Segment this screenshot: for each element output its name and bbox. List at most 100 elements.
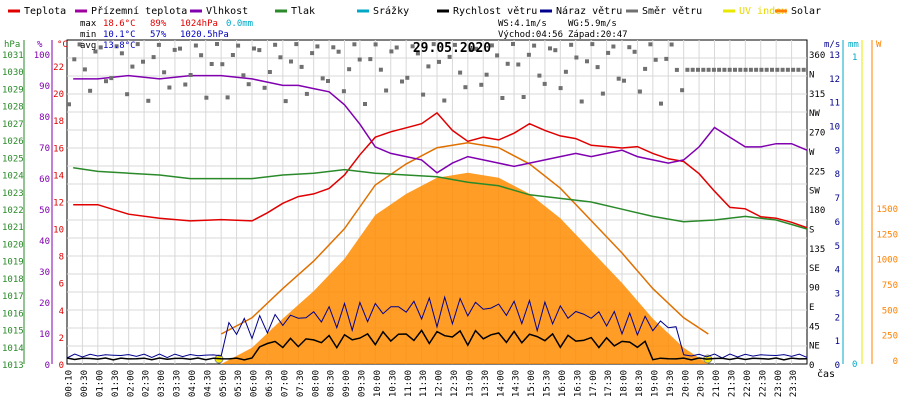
wind-direction-dot: [537, 73, 542, 78]
axis-tick-ms: 13: [829, 51, 840, 61]
wind-direction-dot: [643, 66, 648, 71]
wind-direction-dot: [93, 49, 98, 54]
axis-tick-time: 22:00: [743, 370, 753, 397]
axis-tick-pct: 50: [39, 206, 50, 216]
wind-direction-dot: [72, 57, 77, 62]
axis-tick-time: 04:00: [188, 370, 198, 397]
wind-direction-dot: [215, 42, 219, 46]
wind-direction-dot: [289, 59, 293, 64]
wind-direction-dot: [373, 42, 378, 47]
axis-tick-time: 21:30: [728, 370, 738, 397]
legend-label: Teplota: [24, 6, 66, 17]
stats-temp: 13.8°C: [103, 41, 136, 51]
axis-tick-time: 04:30: [203, 370, 213, 397]
wind-direction-dot: [548, 46, 552, 51]
wind-direction-dot: [135, 42, 140, 47]
wind-direction-dot: [669, 42, 674, 47]
axis-tick-hpa: 1022: [2, 206, 24, 216]
wind-direction-dot: [622, 78, 626, 83]
stats-label: min: [80, 30, 96, 40]
wind-direction-dot: [532, 43, 537, 48]
wind-direction-dot: [141, 59, 145, 64]
axis-tick-temp: 2: [59, 334, 64, 344]
wind-direction-dot: [463, 85, 468, 90]
stats-wind-speed: WS:4.1m/s: [498, 19, 547, 29]
axis-tick-hpa: 1024: [2, 172, 24, 182]
axis-tick-time: 19:30: [666, 370, 676, 397]
axis-tick-ms: 1: [835, 337, 840, 347]
axis-tick-direction: NW: [809, 109, 820, 119]
wind-direction-dot: [579, 99, 584, 104]
stats-temp: 18.6°C: [103, 19, 136, 29]
wind-direction-dot: [516, 62, 521, 67]
axis-tick-time: 02:00: [126, 370, 136, 397]
axis-tick-pct: 100: [34, 51, 50, 61]
axis-tick-hpa: 1026: [2, 137, 24, 147]
axis-tick-time: 00:30: [80, 370, 90, 397]
axis-tick-temp: 20: [53, 90, 64, 100]
wind-direction-dot: [500, 96, 505, 100]
wind-direction-dot: [304, 91, 309, 96]
axis-tick-time: 03:30: [173, 370, 183, 397]
axis-tick-mm: 1: [852, 53, 857, 63]
axis-tick-ms: 4: [835, 266, 840, 276]
wind-direction-dot: [706, 67, 711, 72]
axis-tick-ms: 8: [835, 170, 840, 180]
axis-tick-temp: 18: [53, 117, 64, 127]
wind-direction-dot: [521, 95, 526, 99]
wind-direction-dot: [188, 73, 193, 77]
legend: Teplota Přízemní teplota Vlhkost Tlak Srážky…: [8, 5, 821, 17]
stats-label: max: [80, 19, 97, 29]
wind-direction-dot: [82, 67, 87, 72]
axis-tick-time: 10:00: [373, 370, 383, 397]
wind-direction-dot: [109, 76, 114, 81]
axis-tick-pct: 20: [39, 299, 50, 309]
stats-label: avg: [80, 41, 96, 51]
wind-direction-dot: [526, 52, 531, 57]
grid: [67, 40, 807, 364]
axis-tick-direction: 0: [809, 361, 814, 371]
wind-direction-dot: [405, 75, 410, 80]
wind-direction-dot: [632, 49, 637, 54]
axis-tick-ms: 7: [835, 194, 840, 204]
wind-direction-dot: [796, 67, 801, 72]
wind-direction-dot: [452, 42, 457, 47]
axis-tick-time: 18:00: [620, 370, 630, 397]
stats-pressure: 1020.5hPa: [180, 30, 229, 40]
axis-tick-time: 13:00: [466, 370, 476, 397]
wind-direction-dot: [764, 67, 769, 72]
axis-tick-hpa: 1021: [2, 223, 24, 233]
wind-direction-dot: [230, 53, 235, 57]
axis-tick-time: 12:30: [450, 370, 460, 397]
stats-temp: 10.1°C: [103, 30, 136, 40]
legend-label: Přízemní teplota: [91, 5, 187, 17]
wind-direction-dot: [479, 82, 484, 87]
wind-direction-dot: [130, 64, 135, 69]
wind-direction-dot: [273, 42, 278, 47]
wind-direction-dot: [495, 53, 500, 58]
axis-tick-time: 07:30: [296, 370, 306, 397]
wind-direction-dot: [241, 73, 246, 78]
axis-tick-temp: 6: [59, 280, 64, 290]
axis-tick-solar: 0: [893, 357, 898, 367]
axis-tick-ms: 10: [829, 123, 840, 133]
series-line-wind-speed: [66, 329, 808, 361]
axis-tick-time: 17:30: [604, 370, 614, 397]
wind-direction-dot: [119, 51, 124, 56]
wind-direction-dot: [553, 48, 558, 53]
axis-tick-pct: 10: [39, 330, 50, 340]
wind-direction-dot: [209, 62, 214, 66]
wind-direction-dot: [283, 99, 288, 104]
wind-direction-dot: [88, 88, 93, 93]
wind-direction-dot: [680, 88, 685, 93]
axis-tick-time: 12:00: [435, 370, 445, 397]
wind-direction-dot: [400, 79, 404, 84]
wind-direction-dot: [447, 54, 452, 59]
wind-direction-dot: [341, 89, 346, 94]
axis-tick-time: 02:30: [142, 370, 152, 397]
wind-direction-dot: [563, 69, 568, 74]
wind-direction-dot: [484, 72, 489, 77]
wind-direction-dot: [770, 67, 774, 72]
axis-label-time: čas: [817, 368, 835, 380]
wind-direction-dot: [722, 67, 727, 72]
